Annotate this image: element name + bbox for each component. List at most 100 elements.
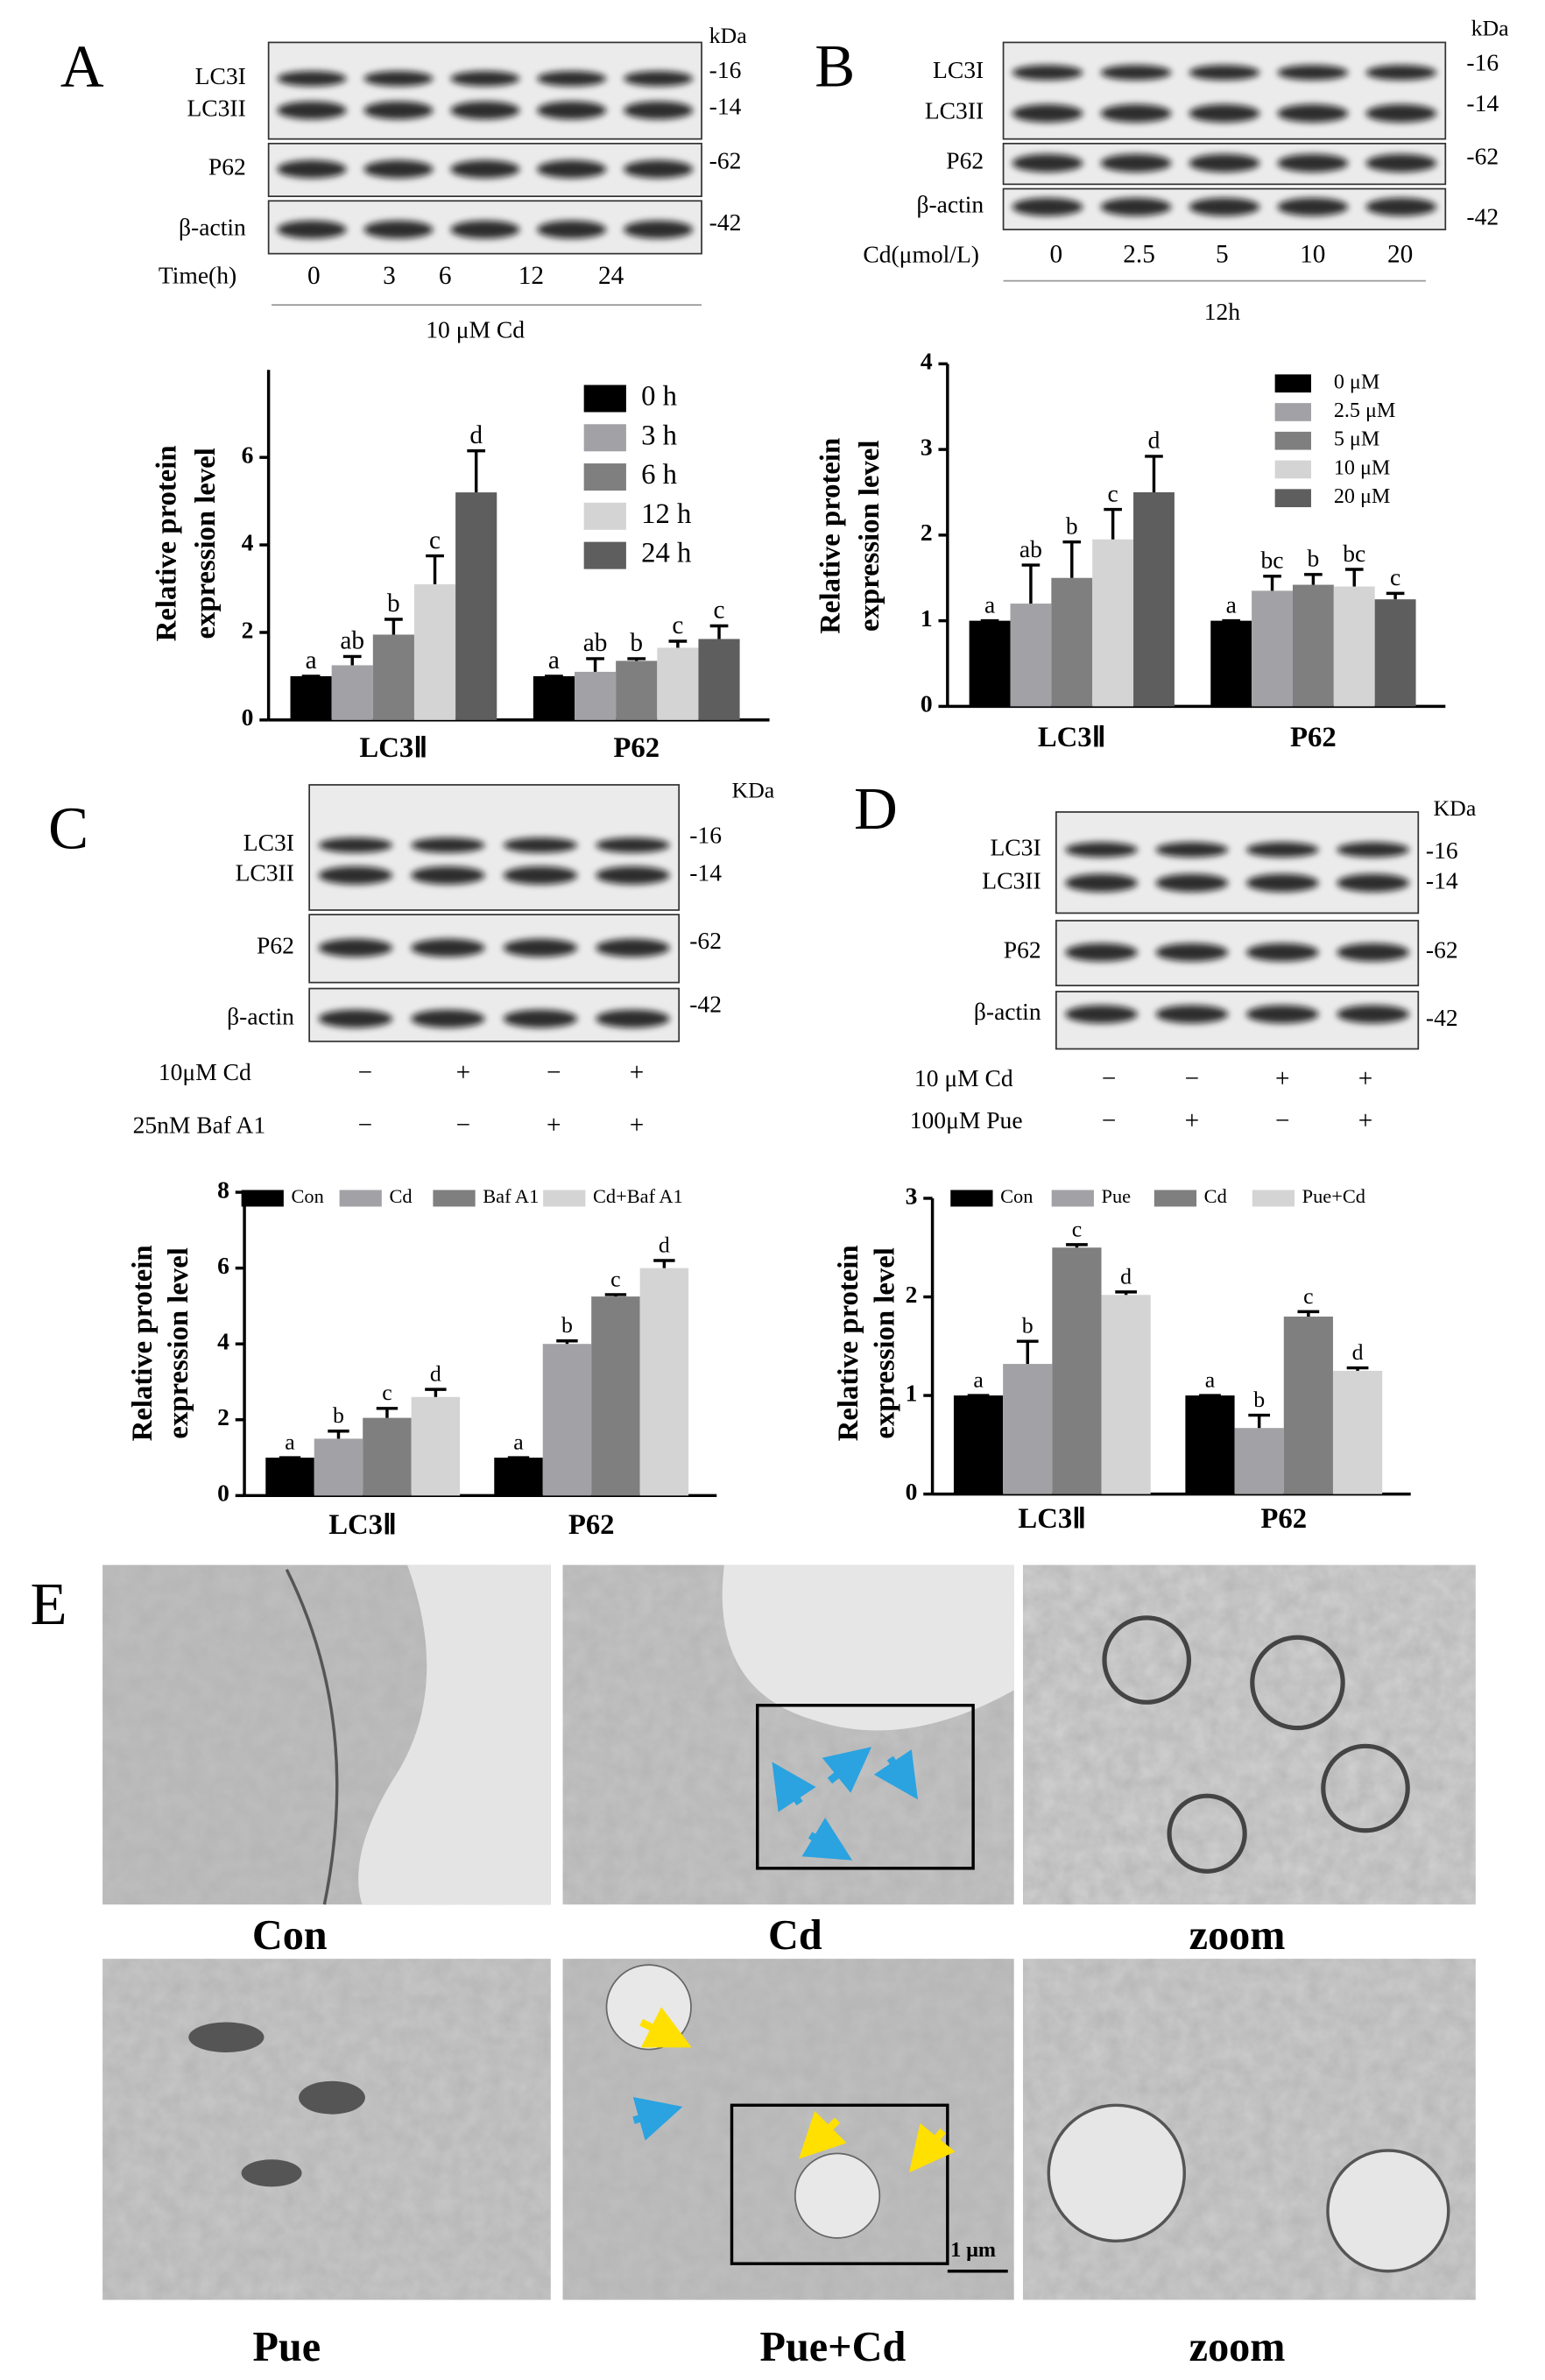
- em-cytoplasm: [358, 1564, 551, 1905]
- legend-label: Cd+Baf A1: [593, 1185, 683, 1207]
- band: [503, 865, 578, 885]
- x-tick-label: LC3Ⅱ: [1038, 722, 1106, 753]
- lane-label: 3: [383, 262, 396, 290]
- band-label: P62: [946, 147, 984, 174]
- bar: [575, 671, 617, 720]
- vacuole: [794, 2152, 881, 2239]
- band: [503, 938, 578, 957]
- bar: [1333, 586, 1375, 707]
- band: [1155, 873, 1229, 893]
- band: [1100, 65, 1172, 81]
- significance-letter: c: [1390, 563, 1400, 590]
- x-tick-label: LC3Ⅱ: [1018, 1503, 1086, 1535]
- condition-label: 100μM Pue: [910, 1106, 1023, 1134]
- bar: [1332, 1370, 1383, 1494]
- band: [1100, 197, 1172, 216]
- y-tick-label: 0: [242, 703, 254, 731]
- panel-letter: A: [60, 33, 104, 100]
- significance-letter: b: [387, 590, 400, 618]
- kda-label: kDa: [709, 23, 748, 48]
- band: [624, 71, 694, 87]
- y-tick-label: 2: [217, 1403, 229, 1430]
- bar: [494, 1458, 543, 1496]
- band-label: LC3II: [187, 94, 245, 121]
- band: [450, 159, 520, 179]
- legend-swatch: [583, 502, 626, 530]
- significance-letter: c: [1303, 1283, 1313, 1309]
- significance-letter: c: [382, 1380, 392, 1405]
- legend-label: 12 h: [641, 498, 691, 530]
- legend-swatch: [433, 1190, 476, 1207]
- bar: [1133, 491, 1175, 707]
- arrow: [632, 2096, 683, 2141]
- x-tick-label: P62: [1260, 1503, 1307, 1535]
- band-label: P62: [257, 931, 294, 958]
- legend-label: Cd: [389, 1185, 412, 1207]
- footer-label: 10 μM Cd: [426, 315, 525, 343]
- kda-marker: -62: [1466, 142, 1499, 169]
- band: [363, 101, 434, 120]
- band-label: LC3I: [990, 833, 1041, 860]
- kda-label: KDa: [1434, 795, 1477, 821]
- arrow: [772, 1762, 816, 1812]
- y-tick-label: 0: [921, 690, 933, 717]
- band: [503, 837, 578, 853]
- bar: [1003, 1364, 1053, 1494]
- bar: [1051, 577, 1093, 707]
- legend-swatch: [950, 1190, 993, 1207]
- legend-swatch: [1153, 1190, 1197, 1207]
- lane-label: +: [547, 1112, 561, 1140]
- em-label: zoom: [1189, 1912, 1286, 1959]
- band: [624, 220, 694, 239]
- lane-label: +: [630, 1058, 645, 1086]
- legend-label: 10 μM: [1334, 456, 1391, 479]
- bar: [290, 675, 332, 720]
- legend-label: 20 μM: [1334, 485, 1391, 508]
- band: [1012, 65, 1083, 81]
- legend-label: 0 h: [641, 380, 677, 412]
- lane-label: 10: [1300, 241, 1325, 269]
- significance-letter: b: [1308, 545, 1320, 572]
- legend-swatch: [339, 1190, 382, 1207]
- lane-label: 2.5: [1123, 241, 1155, 269]
- kda-marker: -62: [709, 147, 742, 174]
- legend-label: Cd: [1204, 1185, 1227, 1207]
- band: [411, 837, 485, 853]
- bar: [363, 1417, 412, 1496]
- legend-swatch: [583, 541, 626, 569]
- band-label: β-actin: [227, 1002, 294, 1029]
- band: [1189, 197, 1260, 216]
- band: [1155, 842, 1229, 858]
- significance-letter: ab: [583, 629, 608, 657]
- em-label: Cd: [768, 1912, 822, 1959]
- mitochondrion: [241, 2159, 302, 2187]
- legend-label: Pue: [1102, 1185, 1132, 1207]
- band-label: LC3I: [195, 62, 246, 89]
- bar: [657, 647, 699, 720]
- x-tick-label: LC3Ⅱ: [359, 732, 427, 764]
- significance-letter: d: [1120, 1263, 1132, 1289]
- significance-letter: d: [1148, 427, 1161, 454]
- band: [363, 71, 434, 87]
- band: [277, 71, 347, 87]
- lane-label: −: [547, 1058, 561, 1086]
- bar: [542, 1344, 592, 1496]
- condition-label: 25nM Baf A1: [133, 1111, 266, 1138]
- band: [450, 101, 520, 120]
- vesicle: [1102, 1615, 1192, 1705]
- legend-swatch: [1274, 374, 1311, 393]
- kda-marker: -42: [1426, 1004, 1458, 1031]
- band: [411, 865, 485, 885]
- bar: [331, 665, 373, 720]
- band: [1065, 1005, 1138, 1024]
- band: [1337, 1005, 1409, 1024]
- band: [363, 220, 434, 239]
- band: [1245, 873, 1319, 893]
- legend-swatch: [1274, 431, 1311, 450]
- band: [596, 938, 670, 957]
- mitochondrion: [188, 2022, 265, 2052]
- legend-label: 3 h: [641, 420, 677, 451]
- band-label: LC3II: [982, 866, 1041, 893]
- y-axis-label: Relative protein: [151, 445, 182, 641]
- significance-letter: c: [672, 611, 683, 639]
